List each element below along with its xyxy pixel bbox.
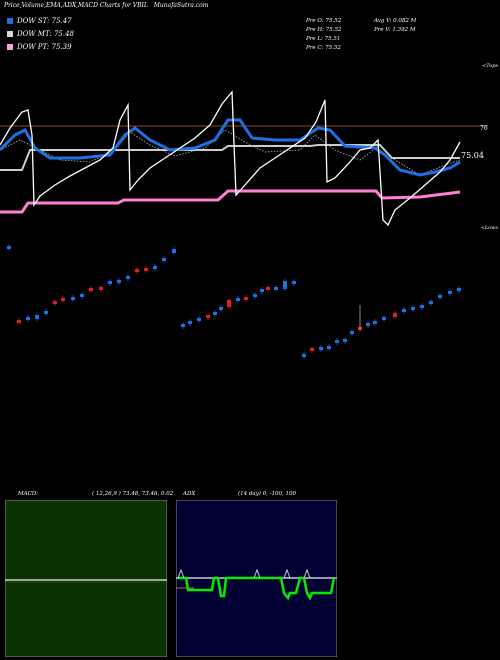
stat-high: Pre H: 75.52	[306, 27, 342, 33]
legend-swatch-st	[7, 18, 13, 24]
candles	[7, 244, 461, 359]
chart-title: Price,Volume,EMA,ADX,MACD Charts for VBI…	[4, 2, 208, 9]
tops-label: <Tops	[482, 63, 498, 69]
price-chart: <Tops <Lows 76 75.04	[0, 63, 499, 359]
dow-pt-line	[0, 189, 461, 214]
adx-params: (14 day) 0, -100, 100	[238, 491, 297, 497]
legend-label-st: DOW ST: 75.47	[17, 17, 72, 25]
macd-title: MACD:	[18, 491, 39, 497]
last-price-label: 75.04	[461, 151, 484, 160]
legend-label-mt: DOW MT: 75.48	[17, 30, 74, 38]
site-name: MunafaSutra.com	[153, 2, 209, 9]
stat-pre-volume: Pre V: 1.392 M	[374, 27, 416, 33]
legend-dow-pt: DOW PT: 75.39	[7, 43, 72, 51]
legend-swatch-pt	[7, 44, 13, 50]
dow-st-line	[0, 118, 461, 177]
macd-background	[5, 500, 167, 657]
stat-open: Pre O: 75.52	[306, 18, 342, 24]
adx-minus-di-line	[178, 576, 336, 601]
chart-title-text: Price,Volume,EMA,ADX,MACD Charts for VBI…	[4, 2, 148, 9]
resistance-label: 76	[480, 125, 488, 132]
macd-params: ( 12,26,9 ) 73.48, 73.46, 0.02	[92, 491, 174, 497]
price-line	[0, 90, 461, 227]
legend-swatch-mt	[7, 31, 13, 37]
adx-spikes	[177, 568, 311, 579]
adx-title: ADX	[183, 491, 196, 497]
adx-chart	[176, 500, 337, 657]
lows-label: <Lows	[481, 225, 499, 231]
stat-low: Pre L: 75.51	[306, 36, 341, 42]
legend-dow-st: DOW ST: 75.47	[7, 17, 72, 25]
stat-avg-volume: Avg V: 0.082 M	[374, 18, 417, 24]
stat-close: Pre C: 75.52	[306, 45, 341, 51]
signal-line	[0, 129, 461, 176]
legend-dow-mt: DOW MT: 75.48	[7, 30, 74, 38]
legend-label-pt: DOW PT: 75.39	[17, 43, 72, 51]
macd-chart	[5, 500, 167, 657]
